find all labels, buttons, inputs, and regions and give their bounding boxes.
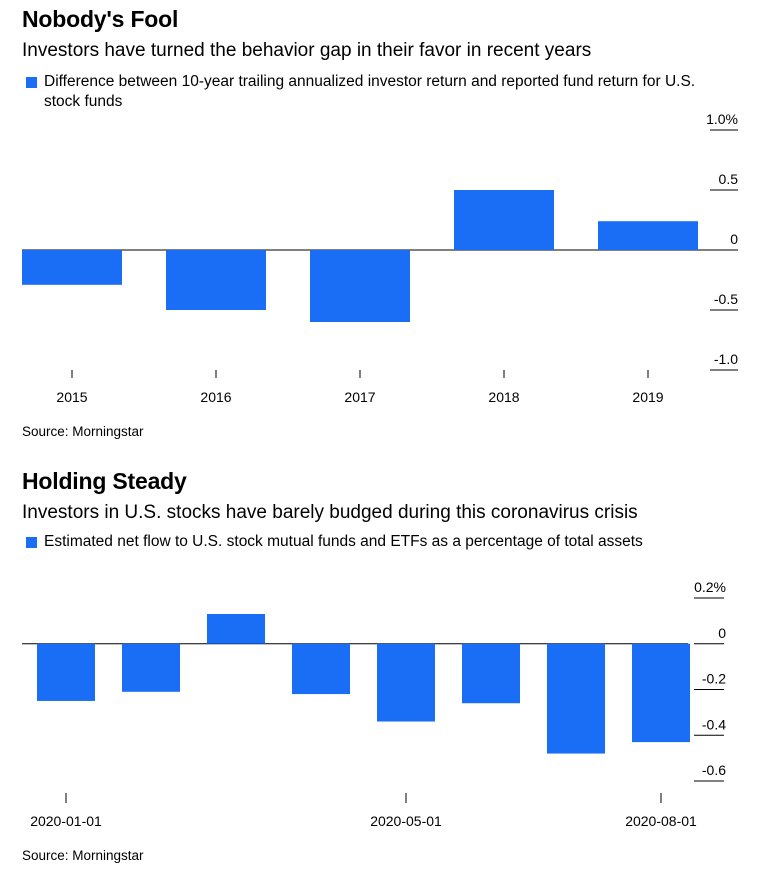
chart2-bar [547,643,605,754]
chart2-bar [377,643,435,722]
chart2-x-tick-label: 2020-08-01 [625,813,697,829]
chart1-legend-label: Difference between 10-year trailing annu… [44,73,696,110]
chart2-bar [37,643,95,701]
chart2-legend: Estimated net flow to U.S. stock mutual … [22,532,742,552]
chart1-y-tick-label: -0.5 [714,291,738,307]
chart1-y-tick-label: 1.0% [706,111,738,127]
chart2-y-tick-label: 0.2% [694,579,726,595]
chart1-x-tick-label: 2018 [488,389,519,405]
chart2-bar [292,643,350,695]
chart1-title: Nobody's Fool [22,6,179,32]
chart2-y-tick-label: -0.4 [702,716,726,732]
chart2-bar [632,643,690,743]
chart1-x-tick-label: 2015 [56,389,87,405]
chart1-subtitle: Investors have turned the behavior gap i… [22,40,592,61]
chart1-y-tick-label: 0.5 [719,171,739,187]
chart2-legend-label: Estimated net flow to U.S. stock mutual … [44,533,643,550]
chart1-legend: Difference between 10-year trailing annu… [22,72,722,112]
chart2-legend-swatch [26,537,37,548]
chart1-x-tick-label: 2019 [632,389,663,405]
chart2-y-tick-label: 0 [718,625,726,641]
chart2-bar [207,614,265,644]
chart1-legend-swatch [26,77,37,88]
chart2-title: Holding Steady [22,468,187,494]
chart1-bar-2018 [454,190,554,250]
chart1-source: Source: Morningstar [22,424,144,439]
chart1-y-tick-label: 0 [730,231,738,247]
chart1-bar-2016 [166,250,266,310]
chart2-bar [122,643,180,692]
chart1-x-tick-label: 2016 [200,389,231,405]
chart1-x-tick-label: 2017 [344,389,375,405]
chart1-bar-2019 [598,221,698,250]
chart2-subtitle: Investors in U.S. stocks have barely bud… [22,502,638,523]
chart2-source: Source: Morningstar [22,848,144,863]
chart2-y-tick-label: -0.2 [702,671,726,687]
chart2-bar [462,643,520,704]
chart1-bar-2015 [22,250,122,285]
chart1-plot: 2015 2016 2017 2018 2019 1.0% 0.5 0 -0.5 -1.0 [22,111,739,405]
chart1-bar-2017 [310,250,410,322]
chart2-plot: 2020-01-01 2020-05-01 2020-08-01 0.2% 0 -0.2 -… [22,579,726,829]
chart2-y-tick-label: -0.6 [702,762,726,778]
chart2-x-tick-label: 2020-01-01 [30,813,102,829]
chart2-x-tick-label: 2020-05-01 [370,813,442,829]
chart1-y-tick-label: -1.0 [714,351,738,367]
